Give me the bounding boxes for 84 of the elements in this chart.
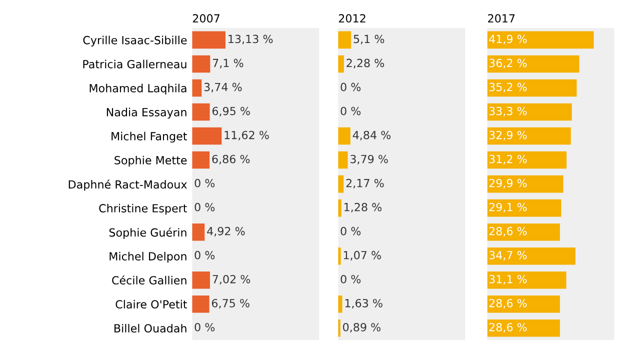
data-label: 28,6 % xyxy=(489,322,527,333)
data-label: 34,7 % xyxy=(489,250,527,260)
data-label: 7,1 % xyxy=(212,58,244,68)
data-label: 1,28 % xyxy=(344,202,382,212)
data-label: 0 % xyxy=(340,274,361,284)
data-label: 32,9 % xyxy=(489,130,527,140)
y-tick-label: Sophie Mette xyxy=(114,156,187,167)
data-label: 0 % xyxy=(194,178,215,188)
bar xyxy=(487,55,580,73)
bar xyxy=(487,296,560,313)
data-label: 1,63 % xyxy=(345,298,382,308)
bar xyxy=(192,223,205,241)
bar xyxy=(338,127,350,145)
y-tick-label: Christine Espert xyxy=(99,204,188,215)
y-tick-label: Sophie Guérin xyxy=(109,228,186,239)
bar xyxy=(338,199,342,217)
y-tick-label: Nadia Essayan xyxy=(106,108,186,119)
y-tick-label: Patricia Gallerneau xyxy=(83,60,186,68)
data-label: 6,75 % xyxy=(212,298,250,308)
data-label: 11,62 % xyxy=(224,130,269,140)
bar xyxy=(192,151,210,169)
data-label: 2,17 % xyxy=(346,178,384,188)
bar xyxy=(192,127,222,145)
bar xyxy=(338,31,352,49)
bar xyxy=(338,55,344,73)
data-label: 2,28 % xyxy=(346,58,384,68)
data-label: 13,13 % xyxy=(228,34,273,44)
bar xyxy=(338,296,342,313)
data-label: 36,2 % xyxy=(489,58,527,68)
data-label: 29,9 % xyxy=(489,178,527,188)
bar xyxy=(192,103,210,121)
data-label: 0 % xyxy=(194,322,215,332)
data-label: 0,89 % xyxy=(343,322,381,333)
bar xyxy=(487,127,571,145)
bar xyxy=(338,247,341,265)
data-label: 0 % xyxy=(340,82,361,92)
bar xyxy=(487,199,562,217)
data-label: 0 % xyxy=(194,250,215,260)
bar xyxy=(487,223,560,241)
data-label: 3,79 % xyxy=(350,154,388,164)
y-tick-label: Mohamed Laqhila xyxy=(90,84,186,95)
chart-title: 2012 xyxy=(338,14,366,23)
data-label: 28,6 % xyxy=(489,226,527,236)
data-label: 0 % xyxy=(194,202,215,212)
data-label: 5,1 % xyxy=(354,34,384,44)
y-tick-label: Cyrille Isaac-Sibille xyxy=(83,36,187,46)
data-label: 31,2 % xyxy=(489,154,527,164)
data-label: 0 % xyxy=(340,106,361,116)
data-label: 41,9 % xyxy=(489,34,527,44)
y-tick-label: Cécile Gallien xyxy=(112,275,186,285)
data-label: 31,1 % xyxy=(489,274,527,284)
data-label: 35,2 % xyxy=(489,82,527,92)
bar xyxy=(192,55,210,73)
bar xyxy=(487,103,572,121)
data-label: 1,07 % xyxy=(344,250,381,260)
data-label: 6,95 % xyxy=(212,106,250,116)
data-label: 7,02 % xyxy=(212,274,250,284)
data-label: 6,86 % xyxy=(212,154,250,164)
y-tick-label: Billel Ouadah xyxy=(114,324,186,333)
bar xyxy=(338,151,348,169)
y-tick-label: Daphné Ract-Madoux xyxy=(68,180,187,191)
bar xyxy=(487,247,576,265)
y-tick-label: Michel Fanget xyxy=(112,132,187,143)
bar xyxy=(487,31,594,49)
data-label: 0 % xyxy=(340,226,361,236)
data-label: 29,1 % xyxy=(489,202,527,212)
bar xyxy=(487,271,566,289)
bar xyxy=(192,296,210,313)
bar xyxy=(487,79,577,97)
bar xyxy=(192,271,210,289)
y-tick-label: Michel Delpon xyxy=(110,252,186,263)
chart-title: 2017 xyxy=(488,14,515,23)
y-tick-label: Claire O'Petit xyxy=(116,300,187,309)
data-label: 4,84 % xyxy=(352,130,391,140)
bar xyxy=(487,151,567,169)
data-label: 4,92 % xyxy=(207,226,245,236)
bar xyxy=(192,31,226,49)
data-label: 33,3 % xyxy=(489,106,527,116)
chart-title: 2007 xyxy=(192,14,220,23)
bar xyxy=(487,320,560,337)
bar xyxy=(192,79,202,97)
bar xyxy=(487,175,564,193)
data-label: 28,6 % xyxy=(489,298,527,308)
data-label: 3,74 % xyxy=(204,82,242,92)
